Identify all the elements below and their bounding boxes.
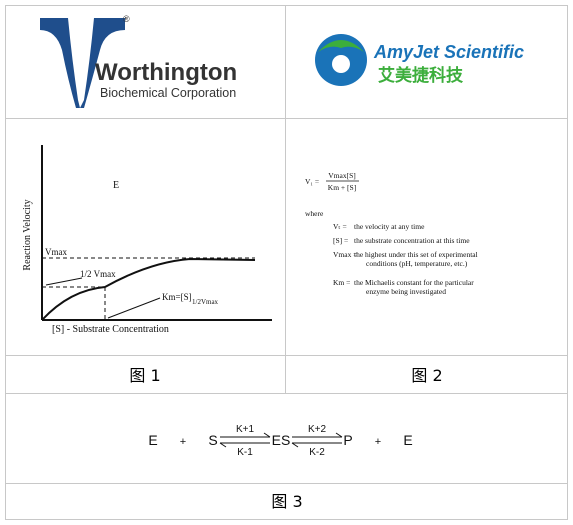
definition-text: the Michaelis constant for the particula… xyxy=(354,278,474,287)
arrow xyxy=(45,277,83,286)
reaction-scheme: K+1 K-1 K+2 K-2 E + S ES P + E xyxy=(148,424,412,458)
rate-constant: K-1 xyxy=(237,447,253,458)
reaction-species: E xyxy=(148,432,157,448)
registered-mark: ® xyxy=(123,14,130,24)
equation-lhs: V₁ = xyxy=(305,177,319,186)
rate-constant: K+1 xyxy=(236,424,255,435)
company-subtitle: Biochemical Corporation xyxy=(100,86,236,100)
forward-arrow xyxy=(220,432,271,438)
definition-text: enzyme being investigated xyxy=(366,287,446,296)
definition-text: the highest under this set of experiment… xyxy=(354,250,478,259)
definition-term: Km = xyxy=(333,278,350,287)
logo-mark xyxy=(40,18,125,108)
definition-term: [S] = xyxy=(333,236,348,245)
reaction-species: E xyxy=(403,432,412,448)
caption: 图 2 xyxy=(411,366,442,385)
km-label: Km=[S] xyxy=(162,292,192,302)
reverse-arrow xyxy=(219,442,270,448)
michaelis-graph: Reaction Velocity E Vmax 1/2 Vmax Km=[S]… xyxy=(22,145,272,335)
michaelis-equation: V₁ = Vmax[S] Km + [S] where Vₜ = the velo… xyxy=(305,171,478,296)
worthington-logo: ® Worthington Biochemical Corporation xyxy=(40,14,237,108)
forward-arrow xyxy=(292,432,343,438)
definition-term: Vmax = xyxy=(333,250,357,259)
equation-denominator: Km + [S] xyxy=(328,183,356,192)
company-name: Worthington xyxy=(95,59,237,86)
definition-term: Vₜ = xyxy=(333,222,347,231)
reaction-species: S xyxy=(208,432,217,448)
definition-text: the velocity at any time xyxy=(354,222,425,231)
enzyme-label: E xyxy=(113,180,119,191)
reaction-species: ES xyxy=(272,432,291,448)
equilibrium-arrows xyxy=(219,432,343,448)
table-grid xyxy=(5,5,568,520)
reaction-species: + xyxy=(375,436,381,448)
company-chinese-name: 艾美捷科技 xyxy=(378,65,464,85)
arrow xyxy=(107,297,161,319)
company-name: AmyJet Scientific xyxy=(373,42,524,62)
table-border xyxy=(5,5,568,520)
caption: 图 1 xyxy=(129,366,160,385)
y-axis-label: Reaction Velocity xyxy=(22,199,33,270)
definition-text: conditions (pH, temperature, etc.) xyxy=(366,259,468,268)
reaction-species: + xyxy=(180,436,186,448)
caption: 图 3 xyxy=(271,492,302,511)
definition-text: the substrate concentration at this time xyxy=(354,236,470,245)
km-subscript: 1/2Vmax xyxy=(192,298,219,306)
half-vmax-label: 1/2 Vmax xyxy=(80,269,116,279)
x-axis-label: [S] - Substrate Concentration xyxy=(52,324,169,335)
rate-constant: K+2 xyxy=(308,424,327,435)
equation-numerator: Vmax[S] xyxy=(328,171,356,180)
reaction-species: P xyxy=(343,432,352,448)
amyjet-logo: AmyJet Scientific 艾美捷科技 xyxy=(315,34,524,86)
rate-constant: K-2 xyxy=(309,447,325,458)
vmax-label: Vmax xyxy=(45,247,67,257)
where-label: where xyxy=(305,209,324,218)
velocity-curve xyxy=(41,257,256,321)
reverse-arrow xyxy=(291,442,342,448)
logo-drop xyxy=(332,55,350,73)
logo-leaf xyxy=(318,40,364,52)
